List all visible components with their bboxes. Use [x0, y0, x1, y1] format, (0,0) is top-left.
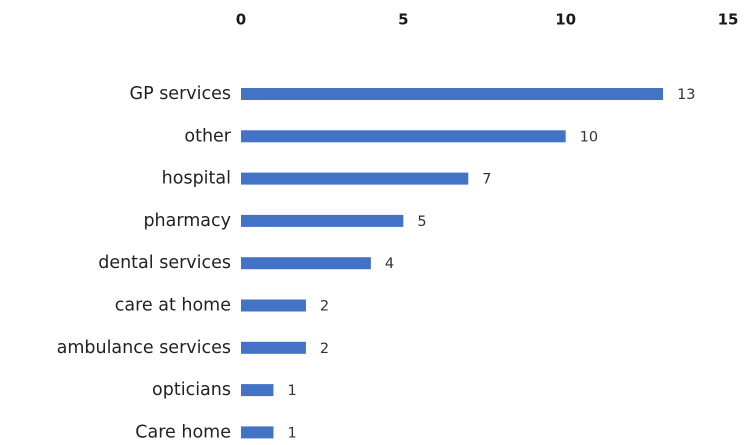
- bar: [241, 426, 274, 439]
- bar: [241, 299, 306, 312]
- bar: [241, 130, 566, 143]
- category-label: other: [184, 126, 231, 146]
- bar: [241, 384, 274, 397]
- bar-value-label: 5: [417, 214, 426, 230]
- x-tick-label: 5: [398, 11, 408, 29]
- x-tick-label: 15: [718, 11, 739, 29]
- bars: [241, 88, 664, 439]
- category-label: Care home: [135, 422, 231, 442]
- bar-value-label: 2: [320, 299, 329, 315]
- bar: [241, 88, 664, 100]
- x-tick-label: 0: [236, 11, 246, 29]
- value-labels: 13 10 7 5 4 2 2 1 1: [287, 87, 695, 441]
- bar: [241, 341, 306, 354]
- bar-value-label: 7: [482, 172, 491, 188]
- bar-value-label: 1: [287, 383, 296, 399]
- x-axis-ticks: 0 5 10 15: [236, 11, 739, 29]
- x-tick-label: 10: [555, 11, 576, 29]
- category-label: ambulance services: [57, 338, 231, 358]
- category-label: pharmacy: [143, 211, 231, 231]
- category-labels: GP services other hospital pharmacy dental s…: [57, 84, 232, 442]
- category-label: opticians: [152, 380, 231, 400]
- category-label: GP services: [130, 84, 231, 104]
- bar: [241, 172, 469, 185]
- bar-value-label: 2: [320, 341, 329, 357]
- bar-value-label: 10: [580, 129, 598, 145]
- category-label: hospital: [162, 169, 231, 189]
- bar-value-label: 4: [385, 256, 394, 272]
- bar: [241, 257, 371, 270]
- category-label: dental services: [98, 253, 231, 273]
- bar: [241, 214, 404, 227]
- category-label: care at home: [115, 296, 231, 316]
- bar-value-label: 13: [677, 87, 695, 103]
- bar-value-label: 1: [287, 425, 296, 441]
